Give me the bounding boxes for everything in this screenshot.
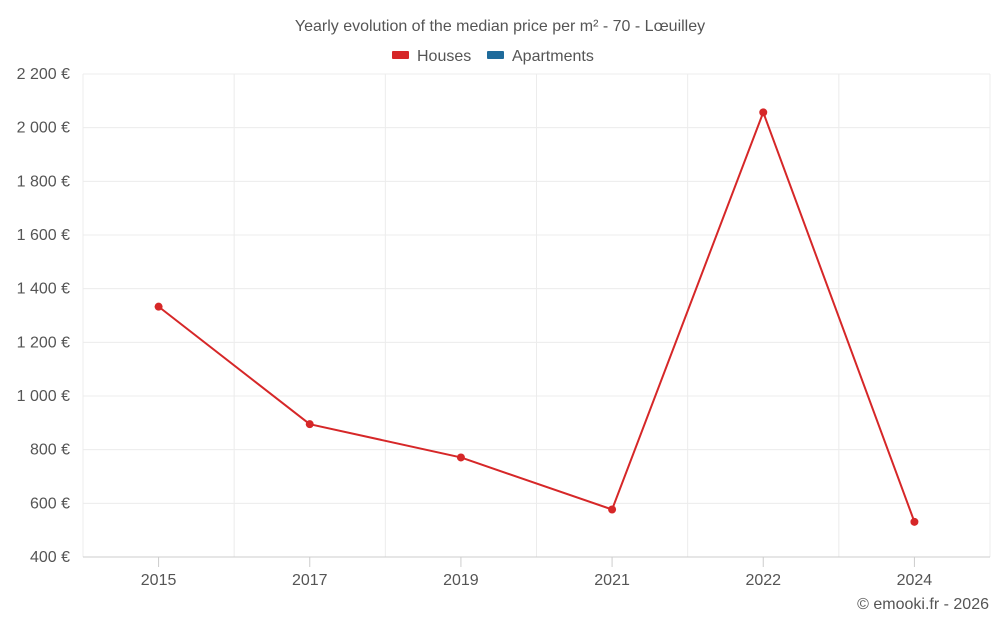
data-point[interactable] <box>608 505 617 514</box>
legend-label-houses: Houses <box>417 48 471 65</box>
chart-title: Yearly evolution of the median price per… <box>295 18 705 35</box>
x-tick-label: 2019 <box>443 572 479 589</box>
legend-swatch-houses <box>392 51 409 59</box>
y-tick-label: 1 400 € <box>17 281 70 298</box>
x-tick-label: 2017 <box>292 572 328 589</box>
grid <box>82 73 991 557</box>
y-tick-label: 2 000 € <box>17 120 70 137</box>
credit-text: © emooki.fr - 2026 <box>857 596 989 613</box>
data-point[interactable] <box>305 420 314 429</box>
legend-item-houses[interactable]: Houses <box>392 48 471 65</box>
y-tick-label: 2 200 € <box>17 66 70 83</box>
x-tick-label: 2015 <box>141 572 177 589</box>
y-tick-label: 1 600 € <box>17 227 70 244</box>
y-tick-label: 1 000 € <box>17 388 70 405</box>
series-layer <box>154 108 919 526</box>
axes: 2 200 € 2 000 € 1 800 € 1 600 € 1 400 € 1 200… <box>17 66 990 589</box>
data-point[interactable] <box>154 302 163 311</box>
y-tick-label: 600 € <box>30 495 70 512</box>
x-tick-label: 2022 <box>745 572 781 589</box>
y-tick-label: 1 800 € <box>17 173 70 190</box>
data-point[interactable] <box>759 108 768 117</box>
series-houses <box>154 108 919 526</box>
x-tick-label: 2021 <box>594 572 630 589</box>
y-tick-label: 800 € <box>30 442 70 459</box>
legend: Houses Apartments <box>392 48 594 65</box>
legend-label-apartments: Apartments <box>512 48 594 65</box>
y-tick-label: 400 € <box>30 549 70 566</box>
legend-swatch-apartments <box>487 51 504 59</box>
series-line-houses <box>157 111 916 523</box>
y-tick-label: 1 200 € <box>17 334 70 351</box>
legend-item-apartments[interactable]: Apartments <box>487 48 594 65</box>
data-point[interactable] <box>910 517 919 526</box>
data-point[interactable] <box>456 453 465 462</box>
x-tick-label: 2024 <box>897 572 933 589</box>
